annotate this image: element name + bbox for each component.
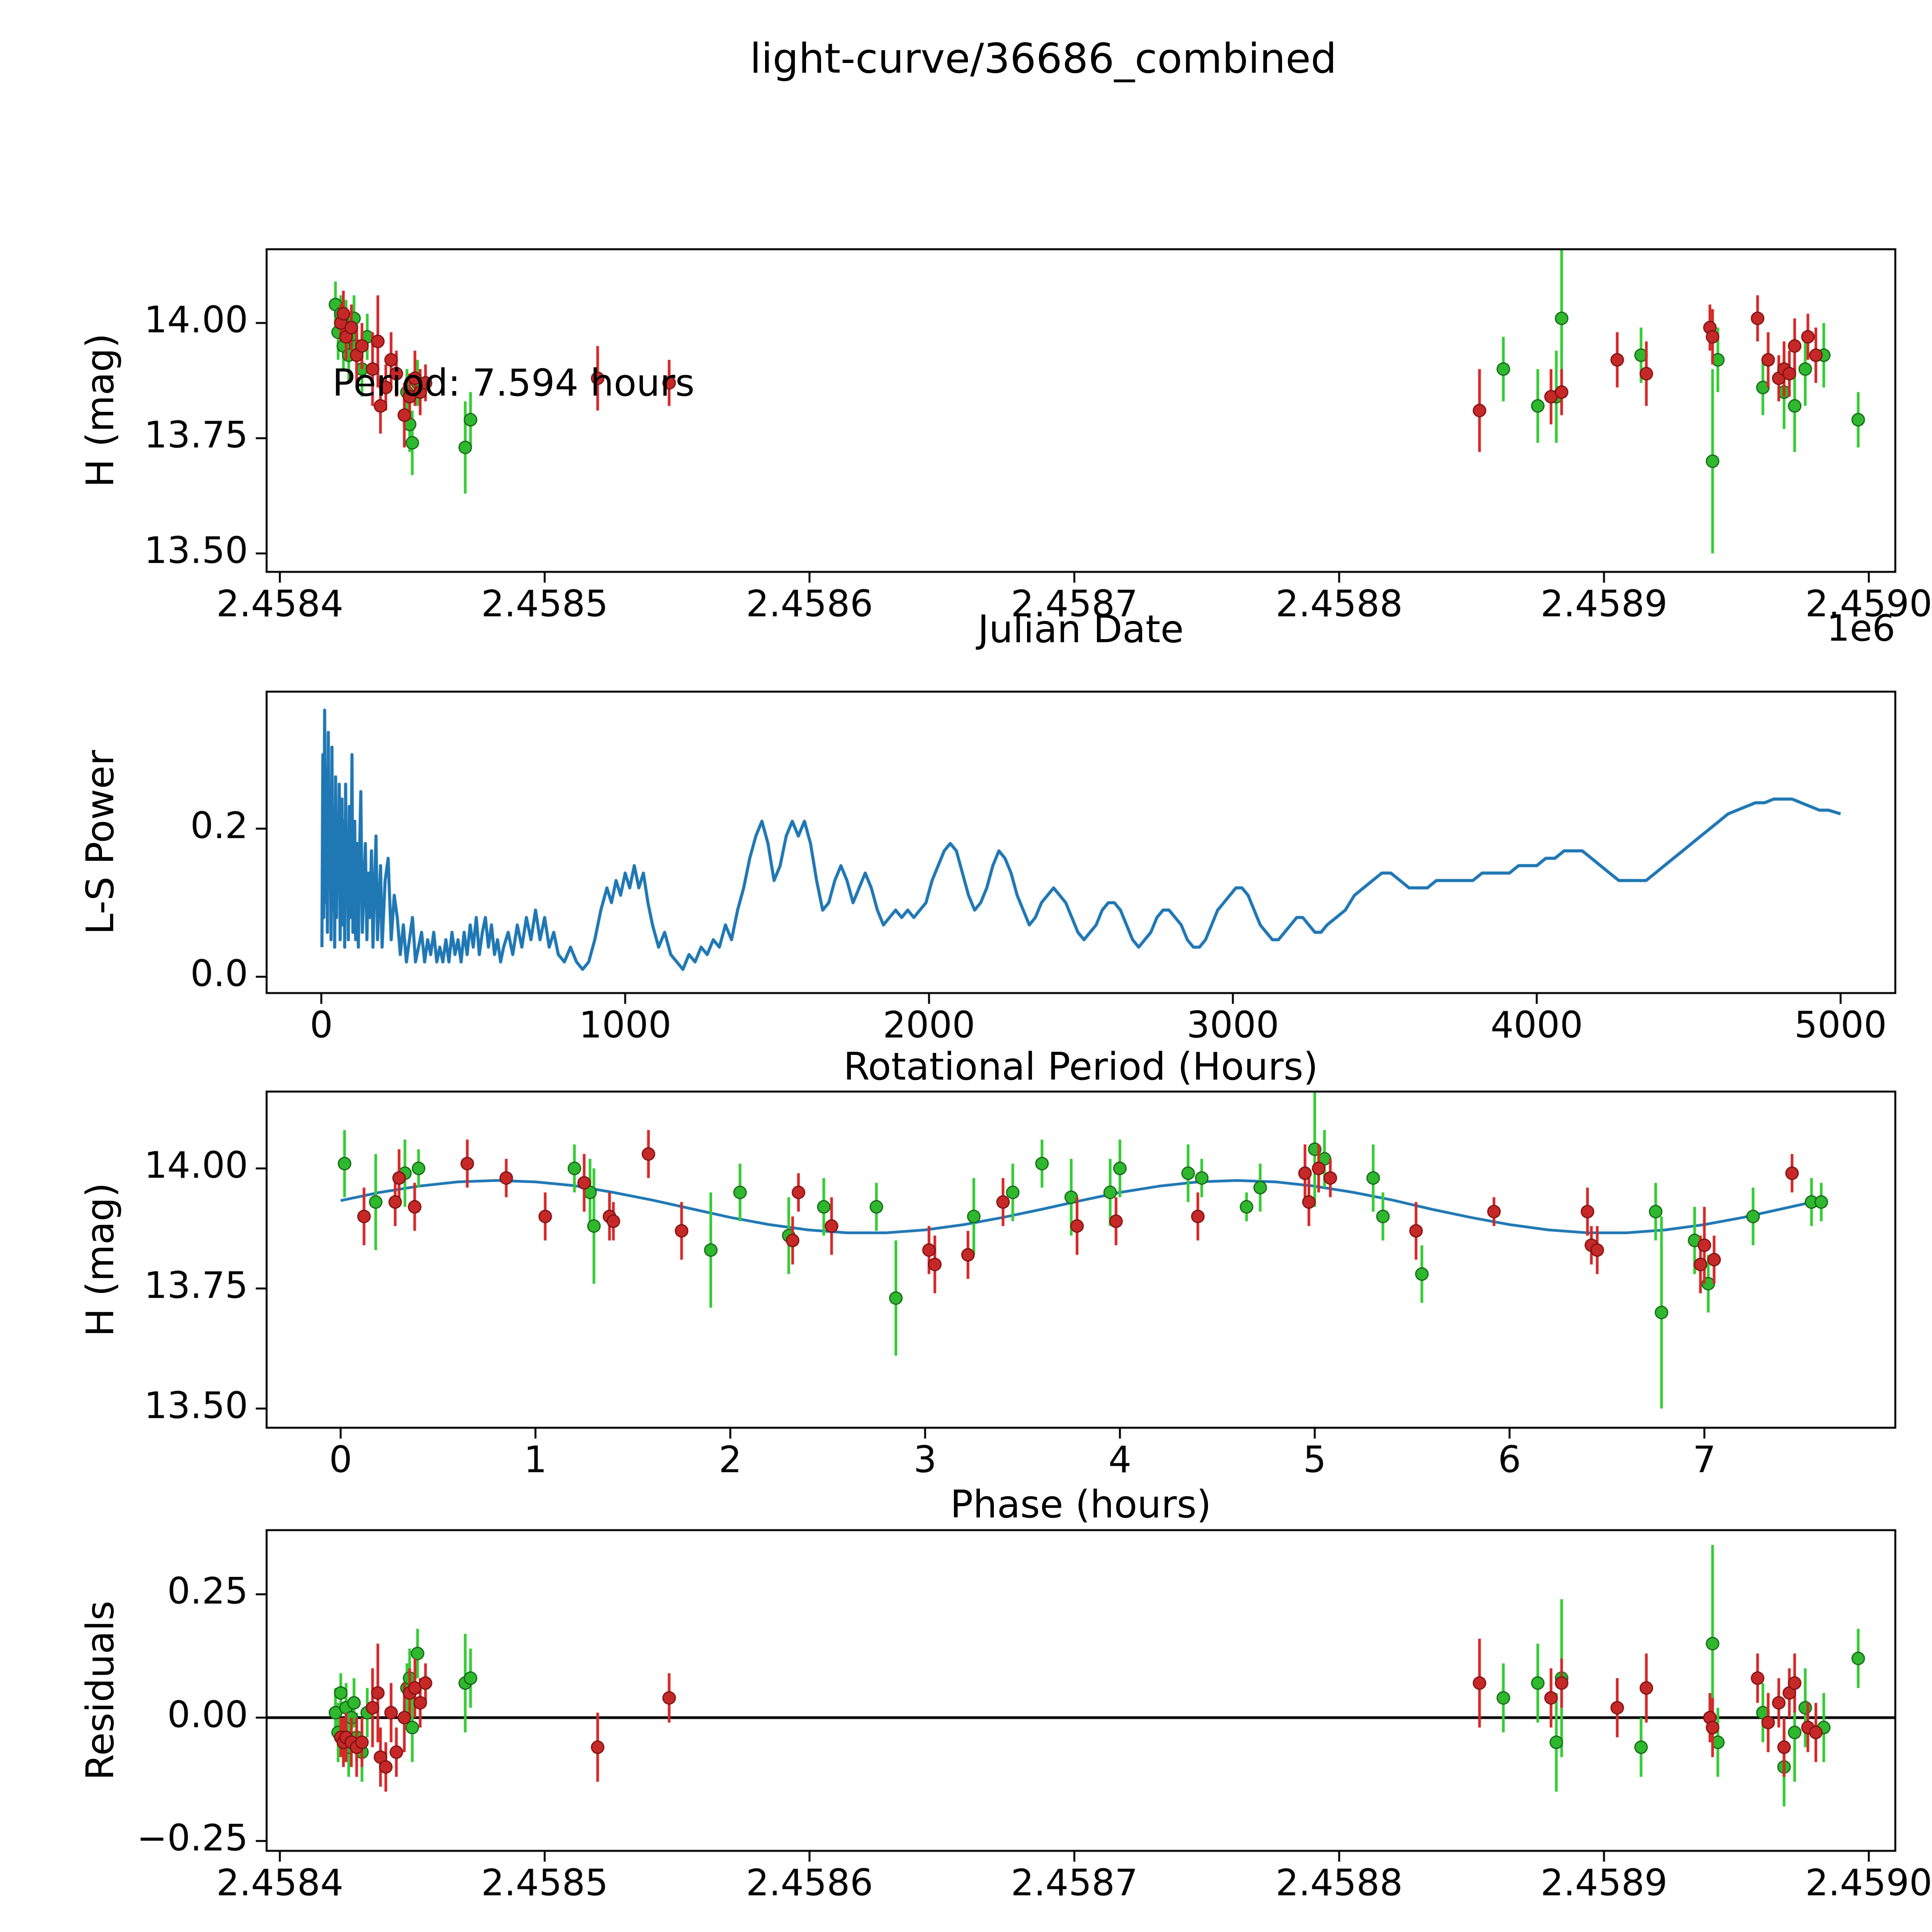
panel3-ylabel: H (mag) (78, 1182, 122, 1337)
panel1-ylabel: H (mag) (78, 333, 122, 488)
panel4-xlabel: Julian Date (978, 1927, 1184, 1932)
panel1-xlabel: Julian Date (978, 607, 1184, 651)
panel2-ylabel: L-S Power (78, 750, 122, 935)
panel4-axis-offset: 1e6 (1827, 1927, 1895, 1932)
panel3-xlabel: Phase (hours) (950, 1483, 1211, 1527)
figure-title: light-curve/36686_combined (750, 35, 1337, 82)
panel2-xlabel: Rotational Period (Hours) (843, 1045, 1318, 1089)
panel4-ylabel: Residuals (78, 1600, 122, 1781)
panel1-axis-offset: 1e6 (1827, 607, 1895, 650)
period-annotation: Period: 7.594 hours (332, 361, 695, 405)
